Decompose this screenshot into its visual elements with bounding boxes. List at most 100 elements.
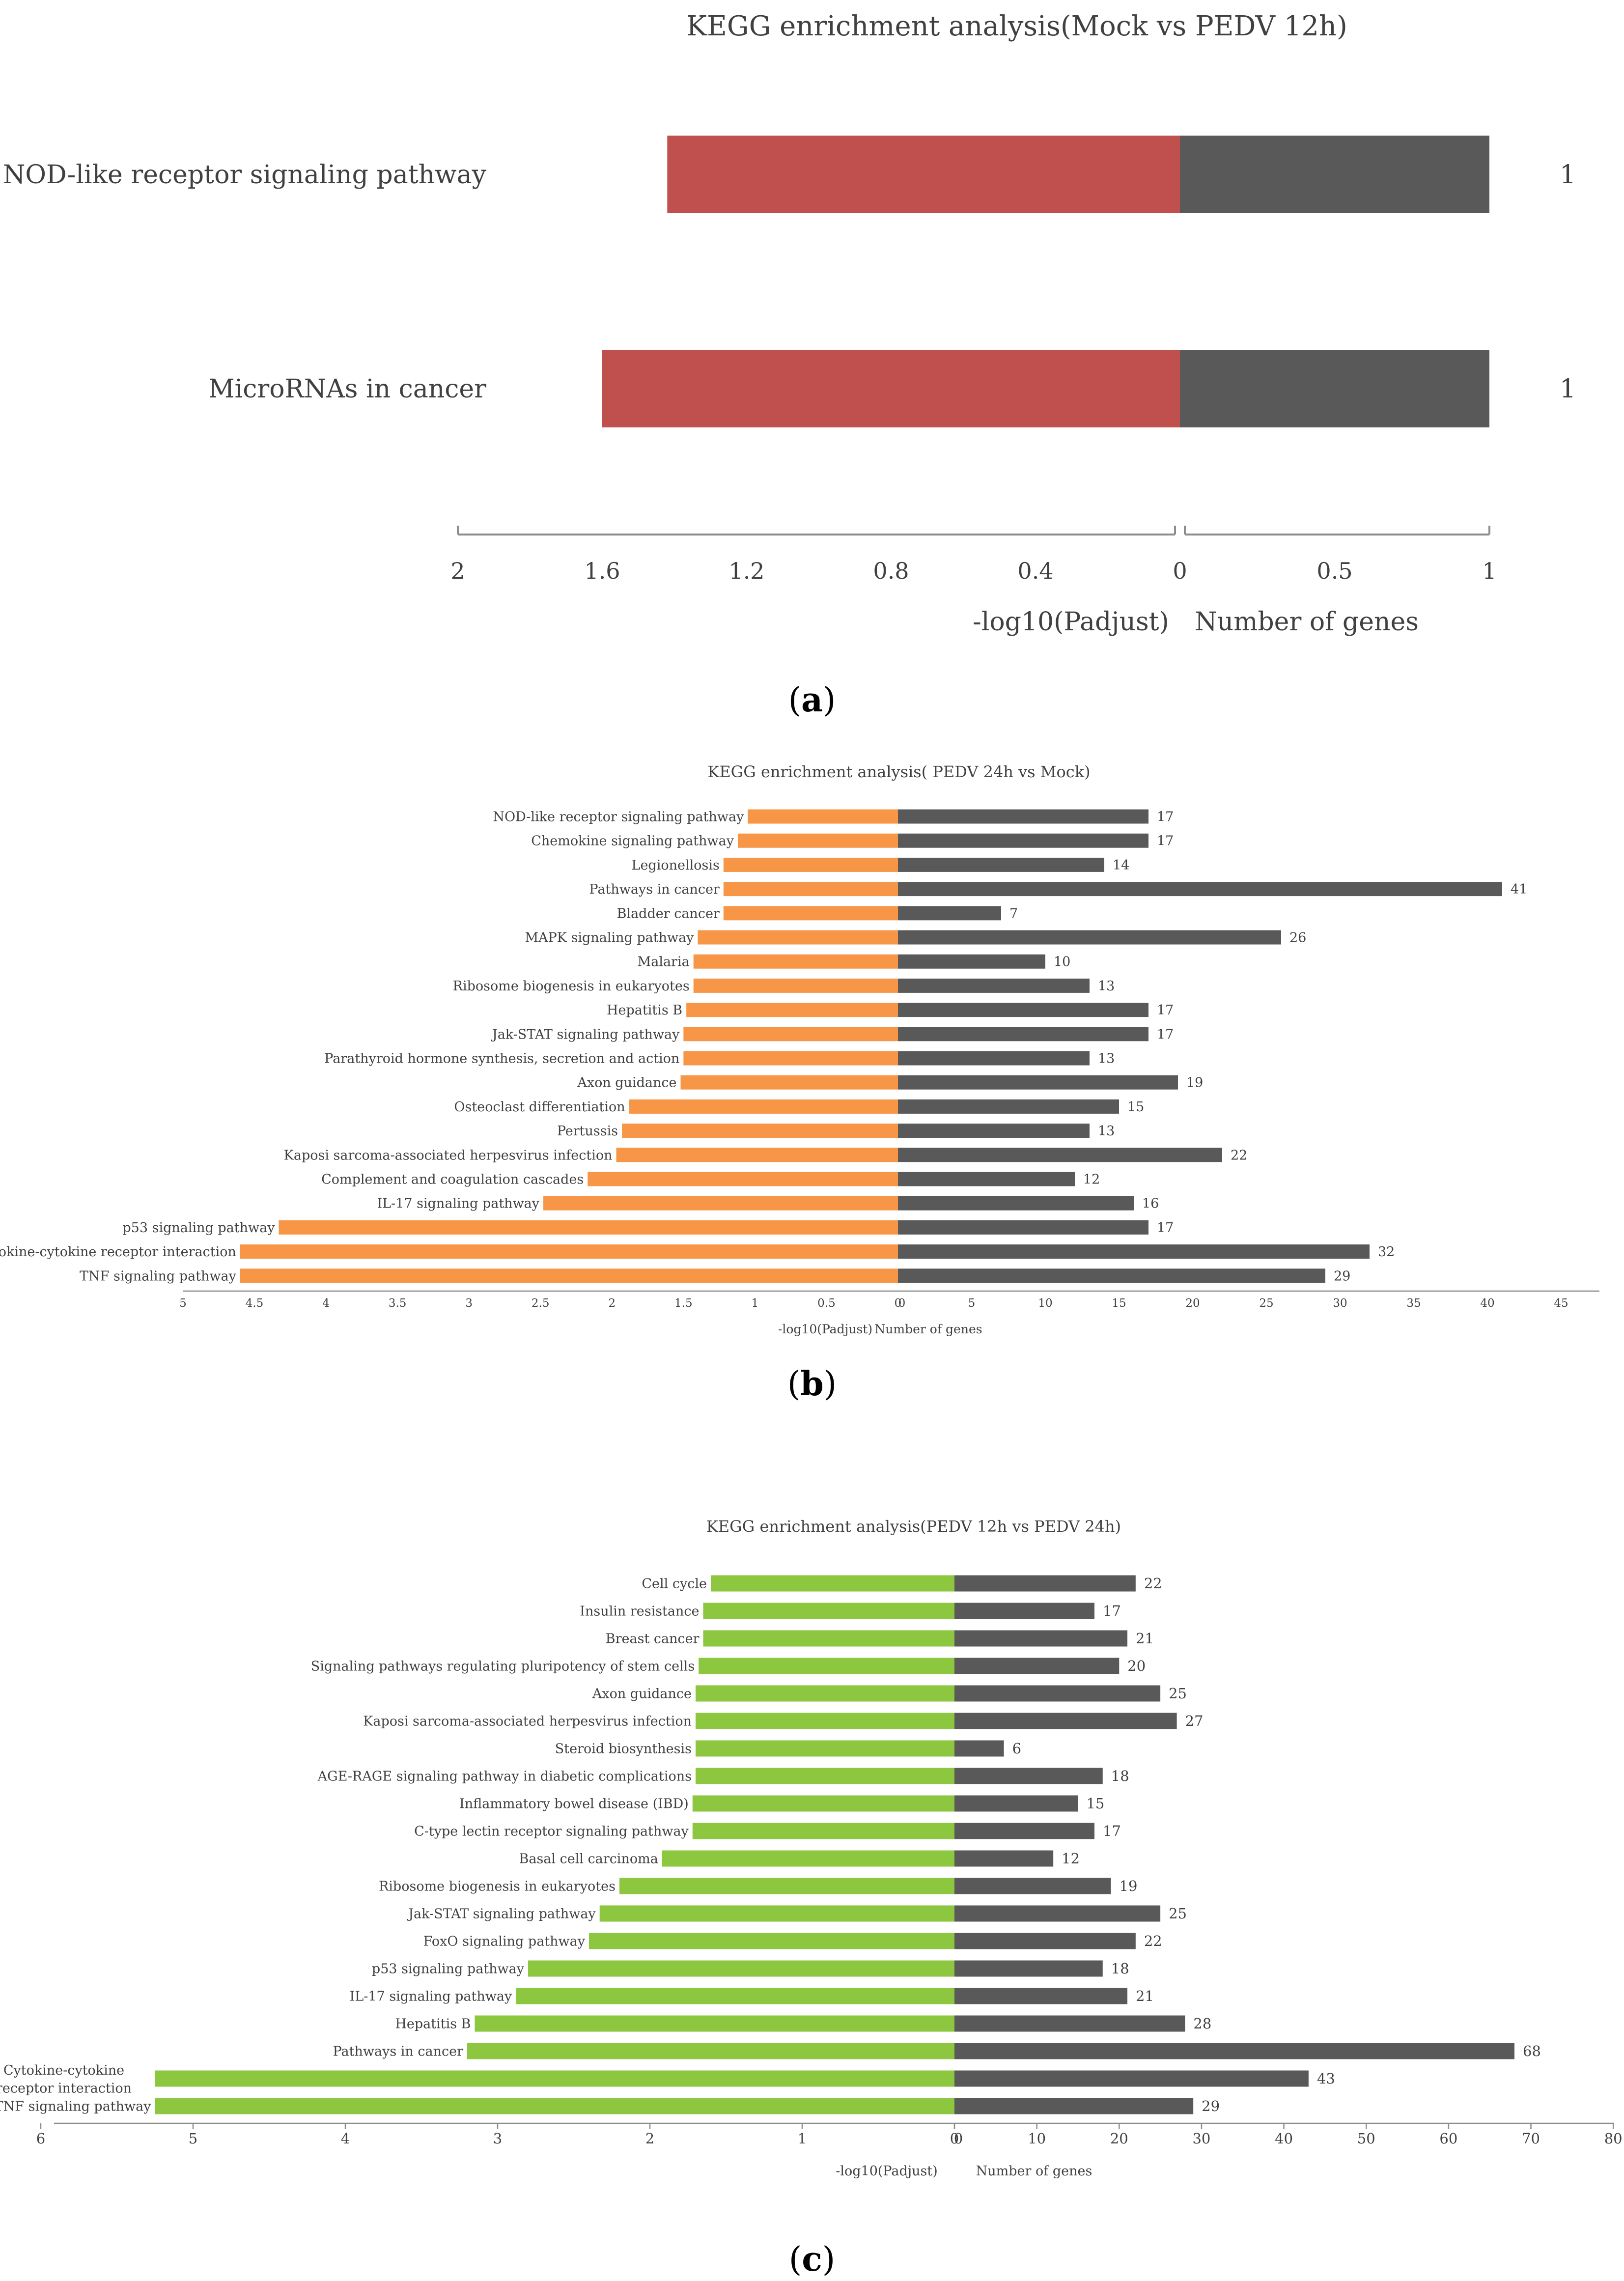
left-tick-label: 2 (645, 2130, 654, 2147)
bar-gene-count (954, 1823, 1094, 1839)
bar-padjust (748, 809, 898, 824)
category-label: Complement and coagulation cascades (321, 1172, 584, 1187)
bar-gene-count (898, 833, 1148, 848)
bar-padjust (683, 1051, 898, 1066)
bar-gene-count (898, 906, 1001, 921)
category-label: Legionellosis (632, 858, 720, 873)
bar-padjust (619, 1878, 954, 1894)
panel-label: (c) (789, 2240, 835, 2279)
bar-gene-count (954, 1795, 1078, 1812)
gene-count-label: 15 (1086, 1795, 1104, 1812)
right-tick-label: 25 (1259, 1297, 1273, 1310)
bar-padjust (475, 2015, 954, 2032)
gene-count-label: 27 (1185, 1713, 1204, 1729)
bar-gene-count (898, 1003, 1148, 1017)
left-axis-title: -log10(Padjust) (778, 1322, 872, 1336)
category-label: Kaposi sarcoma-associated herpesvirus in… (363, 1714, 692, 1729)
gene-count-label: 68 (1523, 2043, 1541, 2059)
bar-padjust (629, 1099, 898, 1114)
gene-count-label: 1 (1560, 374, 1576, 404)
bar-padjust (693, 954, 898, 969)
category-label: p53 signaling pathway (122, 1220, 275, 1236)
category-label: NOD-like receptor signaling pathway (493, 809, 744, 824)
bar-padjust (667, 136, 1180, 213)
gene-count-label: 13 (1098, 1051, 1115, 1066)
bar-padjust (516, 1988, 954, 2004)
bar-gene-count (898, 857, 1104, 872)
bar-padjust (696, 1740, 954, 1757)
left-tick-label: 0.4 (1017, 558, 1053, 584)
right-axis-title: Number of genes (874, 1322, 982, 1336)
gene-count-label: 7 (1009, 906, 1018, 921)
gene-count-label: 21 (1136, 1988, 1154, 2004)
bar-padjust (589, 1933, 954, 1949)
category-label: Cytokine-cytokine receptor interaction (0, 2063, 132, 2096)
bar-gene-count (954, 1685, 1161, 1702)
bar-padjust (680, 1075, 898, 1090)
category-label: Pathways in cancer (333, 2044, 464, 2059)
gene-count-label: 15 (1127, 1099, 1144, 1115)
right-tick-label: 5 (968, 1297, 976, 1310)
category-label: Signaling pathways regulating pluripoten… (311, 1659, 695, 1674)
category-label: TNF signaling pathway (80, 1268, 237, 1284)
bar-gene-count (954, 1933, 1136, 1949)
chart-title: KEGG enrichment analysis(PEDV 12h vs PED… (706, 1517, 1121, 1536)
chart-title: KEGG enrichment analysis(Mock vs PEDV 12… (686, 10, 1347, 42)
category-label: Bladder cancer (617, 906, 720, 921)
category-label: Hepatitis B (607, 1003, 682, 1018)
category-label: IL-17 signaling pathway (377, 1196, 540, 1211)
gene-count-label: 17 (1157, 834, 1174, 849)
left-axis-title: -log10(Padjust) (836, 2164, 938, 2179)
category-label: Osteoclast differentiation (454, 1099, 625, 1115)
left-tick-label: 0 (895, 1297, 902, 1310)
right-tick-label: 15 (1112, 1297, 1126, 1310)
gene-count-label: 29 (1334, 1268, 1350, 1284)
gene-count-label: 29 (1202, 2098, 1220, 2114)
left-tick-label: 2 (608, 1297, 616, 1310)
left-tick-label: 1.5 (674, 1297, 693, 1310)
gene-count-label: 21 (1136, 1630, 1154, 1647)
right-tick-label: 50 (1357, 2130, 1375, 2147)
category-label: Cell cycle (642, 1576, 707, 1591)
category-label: Axon guidance (592, 1686, 692, 1701)
bar-gene-count (954, 1575, 1136, 1592)
bar-padjust (703, 1630, 954, 1647)
bar-gene-count (898, 1099, 1119, 1114)
right-tick-label: 40 (1480, 1297, 1494, 1310)
bar-padjust (279, 1220, 898, 1235)
category-label: TNF signaling pathway (0, 2099, 151, 2114)
category-label: Pertussis (557, 1124, 618, 1139)
bar-gene-count (898, 1268, 1325, 1283)
right-tick-label: 10 (1038, 1297, 1052, 1310)
bar-padjust (723, 906, 898, 921)
gene-count-label: 32 (1378, 1244, 1395, 1260)
right-tick-label: 30 (1192, 2130, 1210, 2147)
category-label: Basal cell carcinoma (519, 1851, 658, 1866)
bar-gene-count (898, 1027, 1148, 1042)
panel-c: KEGG enrichment analysis(PEDV 12h vs PED… (0, 1517, 1623, 2279)
gene-count-label: 16 (1142, 1196, 1159, 1211)
gene-count-label: 25 (1169, 1685, 1187, 1702)
bar-gene-count (898, 809, 1148, 824)
bar-gene-count (898, 930, 1281, 945)
category-label: Malaria (638, 955, 690, 970)
gene-count-label: 13 (1098, 1124, 1115, 1139)
gene-count-label: 6 (1012, 1740, 1021, 1757)
bar-padjust (723, 882, 898, 897)
left-tick-label: 0.8 (873, 558, 909, 584)
category-label: Jak-STAT signaling pathway (407, 1906, 596, 1921)
category-label: MAPK signaling pathway (525, 930, 695, 945)
bar-gene-count (954, 1960, 1103, 1977)
left-tick-label: 6 (36, 2130, 45, 2147)
bar-gene-count (954, 2070, 1309, 2087)
bar-gene-count (898, 882, 1502, 897)
gene-count-label: 17 (1157, 1027, 1174, 1042)
bar-gene-count (898, 1220, 1148, 1235)
category-label: Steroid biosynthesis (555, 1741, 692, 1756)
right-tick-label: 10 (1028, 2130, 1046, 2147)
bar-padjust (528, 1960, 954, 1977)
right-tick-label: 35 (1406, 1297, 1421, 1310)
bar-padjust (703, 1603, 954, 1619)
category-label: Insulin resistance (580, 1604, 699, 1619)
right-tick-label: 40 (1275, 2130, 1293, 2147)
